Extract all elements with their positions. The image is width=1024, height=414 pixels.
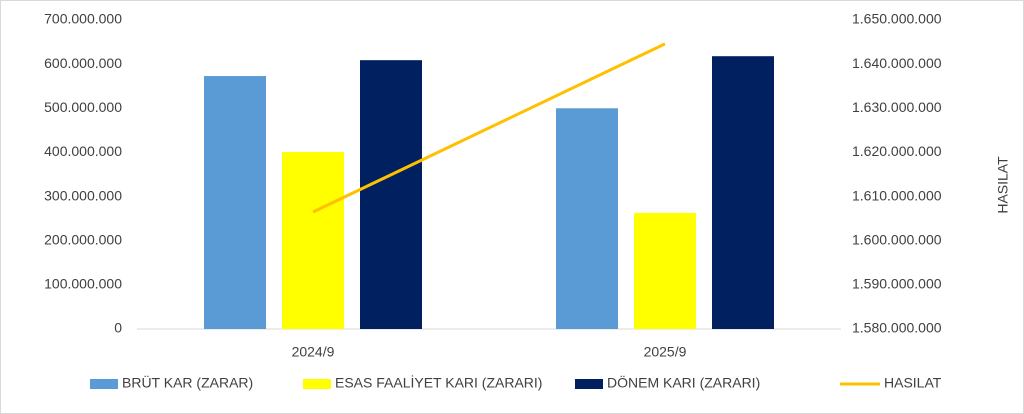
- y2-tick-label: 1.600.000.000: [852, 231, 942, 247]
- y2-tick-label: 1.650.000.000: [852, 11, 942, 27]
- y-tick-label: 100.000.000: [44, 276, 122, 292]
- legend-label: DÖNEM KARI (ZARARI): [607, 374, 760, 391]
- y-tick-label: 0: [114, 320, 122, 336]
- bar: [282, 151, 344, 329]
- legend-label: ESAS FAALİYET KARI (ZARARI): [335, 374, 542, 391]
- y2-tick-label: 1.620.000.000: [852, 143, 942, 159]
- x-tick-label: 2025/9: [644, 344, 687, 360]
- legend-label: BRÜT KAR (ZARAR): [122, 374, 253, 391]
- y-tick-label: 200.000.000: [44, 231, 122, 247]
- bar: [712, 56, 774, 329]
- y2-axis-title: HASILAT: [995, 156, 1011, 214]
- legend-swatch: [90, 379, 118, 389]
- y-tick-label: 400.000.000: [44, 143, 122, 159]
- bar: [556, 108, 618, 330]
- legend-label: HASILAT: [884, 375, 942, 391]
- x-tick-label: 2024/9: [292, 344, 335, 360]
- legend-swatch: [575, 379, 603, 389]
- y-tick-label: 500.000.000: [44, 99, 122, 115]
- y2-tick-label: 1.580.000.000: [852, 320, 942, 336]
- bar: [360, 60, 422, 330]
- bar: [204, 76, 266, 329]
- y2-tick-label: 1.610.000.000: [852, 187, 942, 203]
- bar: [634, 212, 696, 329]
- y2-tick-label: 1.640.000.000: [852, 55, 942, 71]
- y2-tick-label: 1.590.000.000: [852, 276, 942, 292]
- legend-swatch: [303, 379, 331, 389]
- y-tick-label: 600.000.000: [44, 55, 122, 71]
- y-tick-label: 300.000.000: [44, 187, 122, 203]
- line: [312, 42, 666, 214]
- y2-tick-label: 1.630.000.000: [852, 99, 942, 115]
- y-tick-label: 700.000.000: [44, 11, 122, 27]
